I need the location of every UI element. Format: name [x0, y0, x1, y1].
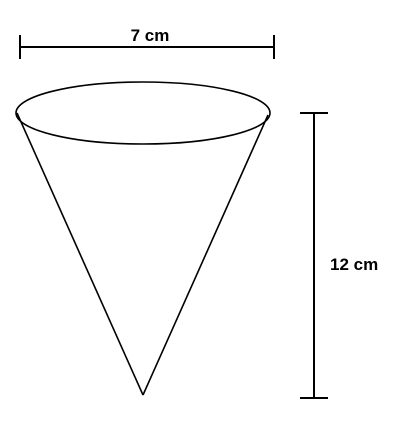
- diameter-label: 7 cm: [131, 26, 170, 45]
- height-dimension: [300, 112, 328, 399]
- cone-left-side: [16, 112, 144, 396]
- cone-right-side: [142, 114, 269, 396]
- cone-rim: [15, 81, 271, 145]
- diameter-dimension: [19, 35, 275, 59]
- height-label: 12 cm: [330, 255, 378, 274]
- cone: [15, 81, 271, 396]
